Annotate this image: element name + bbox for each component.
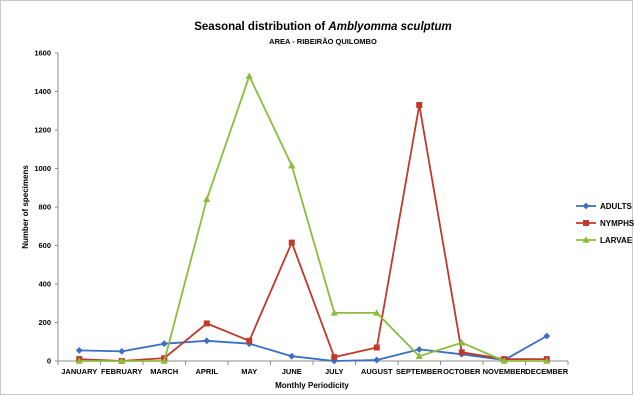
data-point-larvae: [245, 72, 253, 79]
data-point-larvae: [543, 357, 551, 364]
y-tick-label: 1400: [34, 87, 51, 96]
data-point-nymphs: [458, 349, 465, 356]
series-larvae: [75, 72, 551, 364]
series-line-adults: [79, 335, 548, 362]
legend-item-nymphs: NYMPHS: [576, 219, 634, 228]
x-tick-label: JANUARY: [61, 367, 97, 376]
data-point-nymphs: [331, 354, 338, 361]
data-point-adults: [160, 340, 168, 348]
data-point-larvae: [75, 357, 83, 364]
data-point-larvae: [288, 161, 296, 169]
series-line-larvae: [79, 75, 547, 362]
data-point-larvae: [500, 357, 508, 364]
y-tick-label: 1600: [34, 49, 51, 58]
legend-swatch-marker: [583, 220, 589, 226]
data-point-larvae: [203, 195, 211, 203]
x-axis: JANUARY FEBRUARY MARCH APRIL MAY JUNE JULY AUGU…: [57, 360, 569, 376]
legend-item-larvae: LARVAE: [576, 236, 633, 245]
x-tick-label: APRIL: [196, 367, 219, 376]
x-tick-label: MAY: [241, 367, 257, 376]
y-tick-label: 0: [47, 357, 51, 366]
data-point-adults: [203, 337, 211, 345]
x-axis-label: Monthly Periodicity: [275, 381, 349, 390]
data-point-larvae: [415, 352, 423, 359]
data-point-larvae: [118, 357, 126, 364]
data-point-larvae: [330, 309, 338, 316]
y-tick-label: 400: [38, 280, 51, 289]
x-tick-label: JUNE: [282, 367, 302, 376]
data-point-adults: [415, 346, 423, 353]
x-tick-label: FEBRUARY: [101, 367, 142, 376]
data-point-larvae: [458, 338, 466, 346]
data-point-adults: [75, 347, 83, 354]
legend-swatch-marker: [582, 236, 590, 243]
x-tick-label: DECEMBER: [525, 367, 569, 376]
chart-subtitle: AREA - RIBEIRÃO QUILOMBO: [269, 37, 377, 46]
y-tick-label: 600: [38, 241, 51, 250]
data-point-nymphs: [416, 101, 423, 108]
x-tick-label: MARCH: [150, 367, 178, 376]
y-tick-label: 800: [38, 203, 51, 212]
legend-swatch-marker: [582, 202, 590, 210]
x-tick-label: AUGUST: [361, 367, 393, 376]
data-point-adults: [330, 357, 338, 365]
legend: ADULTS NYMPHS LARVAE: [576, 202, 634, 245]
y-tick-label: 1200: [34, 126, 51, 135]
chart-title-text: Seasonal distribution of: [194, 21, 328, 33]
x-tick-label: JULY: [325, 367, 343, 376]
legend-item-adults: ADULTS: [576, 202, 633, 211]
data-point-adults: [118, 347, 126, 355]
data-point-adults: [373, 356, 381, 364]
data-point-larvae: [373, 309, 381, 316]
chart-title-species: Amblyomma sculptum: [327, 21, 451, 33]
x-tick-label: OCTOBER: [443, 367, 481, 376]
chart-title: Seasonal distribution of Amblyomma sculp…: [194, 21, 452, 33]
data-point-larvae: [160, 357, 168, 364]
series-layer: [75, 72, 551, 365]
y-axis: 0 200 400 600 800 1000 1200 1400 1600: [34, 49, 59, 366]
x-tick-label: SEPTEMBER: [396, 367, 443, 376]
legend-label: LARVAE: [600, 236, 633, 245]
y-tick-label: 200: [38, 318, 51, 327]
series-nymphs: [76, 101, 550, 364]
y-axis-label: Number of specimens: [21, 165, 30, 249]
data-point-nymphs: [373, 344, 380, 351]
data-point-nymphs: [246, 337, 253, 344]
legend-label: NYMPHS: [600, 219, 634, 228]
data-point-nymphs: [203, 320, 210, 327]
x-tick-label: NOVEMBER: [483, 367, 527, 376]
data-point-adults: [543, 332, 551, 340]
series-line-nymphs: [79, 104, 547, 362]
legend-label: ADULTS: [600, 202, 633, 211]
data-point-adults: [288, 352, 296, 360]
data-point-nymphs: [288, 239, 295, 246]
y-tick-label: 1000: [34, 164, 51, 173]
